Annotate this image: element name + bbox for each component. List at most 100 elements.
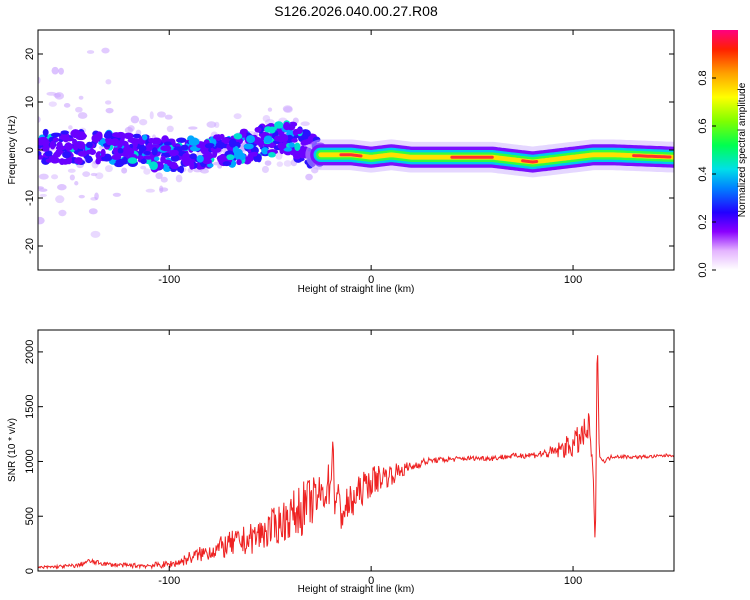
spectrogram-faint-blob [88,208,98,215]
spectrogram-xtick-label: 100 [564,274,582,286]
spectrogram-blob [277,137,284,143]
spectrogram-blob [254,126,262,133]
spectrogram-blob [142,134,148,141]
spectrogram-faint-blob [63,103,71,108]
spectrogram-faint-blob [267,107,273,112]
spectrogram-blob [204,143,214,149]
spectrogram-blob [263,135,273,144]
snr-ylabel: SNR (10 * v/v) [7,418,18,482]
spectrogram-blob [261,147,269,155]
snr-ytick-label: 1000 [24,449,36,473]
spectrogram-blob [42,128,49,136]
spectrogram-faint-blob [145,188,155,193]
spectrogram-blob [140,158,147,165]
spectrogram-ytick-label: 20 [24,48,36,60]
spectrogram-blob [268,126,276,134]
spectrogram-blob [132,140,138,149]
spectrogram-hot-segment [521,159,539,164]
spectrogram-faint-blob [78,95,84,100]
spectrogram-faint-blob [95,172,104,180]
spectrogram-blob [89,149,97,155]
spectrogram-blob [287,125,295,131]
spectrogram-faint-blob [82,171,91,178]
snr-ytick-label: 1500 [24,394,36,418]
spectrogram-blob [250,151,259,157]
snr-frame [37,329,675,572]
snr-xtick-label: 0 [368,575,374,587]
spectrogram-blob [246,135,256,144]
spectrogram-faint-blob [77,112,88,119]
spectrogram-faint-blob [90,230,101,238]
spectrogram-blob [85,141,93,149]
spectrogram-blob [170,154,180,162]
spectrogram-faint-blob [121,167,128,174]
spectrogram-blob [49,140,56,150]
spectrogram-blob [236,159,242,166]
spectrogram-blob [148,137,155,144]
snr-series-line [38,355,674,570]
spectrogram-blob [91,134,100,143]
spectrogram-ylabel: Frequency (Hz) [7,116,18,185]
spectrogram-blob [176,137,187,143]
spectrogram-faint-blob [261,165,269,174]
spectrogram-blob [232,145,239,154]
spectrogram-faint-blob [166,125,174,133]
spectrogram-xlabel: Height of straight line (km) [298,284,415,295]
spectrogram-blob [117,147,124,154]
colorbar-tick-label: 0.0 [697,262,709,277]
spectrogram-faint-blob [69,174,75,181]
spectrogram-y-ticks: -20 -10 0 10 20 [24,48,674,254]
spectrogram-blob [149,161,158,170]
snr-panel: -100 0 100 0 500 1000 1500 2000 Height of stra… [7,329,675,595]
spectrogram-blob [52,137,59,142]
spectrogram-faint-blob [262,115,271,122]
spectrogram-faint-blob [90,172,98,177]
spectrogram-faint-blob [68,125,73,130]
spectrogram-blob [101,155,113,162]
snr-ytick-label: 500 [24,507,36,525]
spectrogram-faint-blob [157,111,166,118]
spectrogram-faint-blob [58,67,64,75]
spectrogram-blob [292,129,299,136]
spectrogram-faint-blob [149,111,154,120]
spectrogram-faint-blob [155,172,163,180]
spectrogram-blob [274,121,284,129]
spectrogram-faint-blob [38,216,45,225]
spectrogram-blob [74,157,83,165]
spectrogram-blob [38,151,42,156]
spectrogram-blob [64,142,72,151]
spectrogram-faint-blob [94,192,99,201]
spectrogram-blob [105,138,115,146]
spectrogram-blob [288,142,296,148]
spectrogram-blob [277,142,287,150]
snr-y-ticks: 0 500 1000 1500 2000 [24,340,674,574]
spectrogram-blob [221,137,231,145]
spectrogram-faint-blob [38,173,49,180]
spectrogram-blob [143,150,151,156]
spectrogram-faint-blob [38,116,41,123]
spectrogram-faint-blob [74,181,79,186]
snr-xlabel: Height of straight line (km) [298,584,415,595]
colorbar-gradient [712,30,738,270]
spectrogram-ytick-label: -20 [24,238,36,254]
spectrogram-blob [167,161,178,167]
spectrogram-xtick-label: 0 [368,274,374,286]
spectrogram-blob [283,147,293,152]
spectrogram-faint-blob [58,209,67,217]
spectrogram-blob [151,147,158,156]
spectrogram-faint-blob [112,192,121,197]
spectrogram-faint-blob [164,114,173,120]
spectrogram-blob [163,141,172,146]
spectrogram-blob [41,145,50,152]
spectrogram-faint-blob [78,194,85,199]
spectrogram-ytick-label: 10 [24,96,36,108]
spectrogram-faint-blob [105,107,114,114]
spectrogram-blob [76,143,88,150]
spectrogram-xtick-label: -100 [158,274,180,286]
spectrogram-blob [256,153,262,163]
spectrogram-blob [233,133,243,140]
spectrogram-faint-blob [38,76,41,84]
spectrogram-blob [100,148,106,157]
spectrogram-faint-blob [264,160,272,166]
spectrogram-faint-blob [55,195,65,204]
